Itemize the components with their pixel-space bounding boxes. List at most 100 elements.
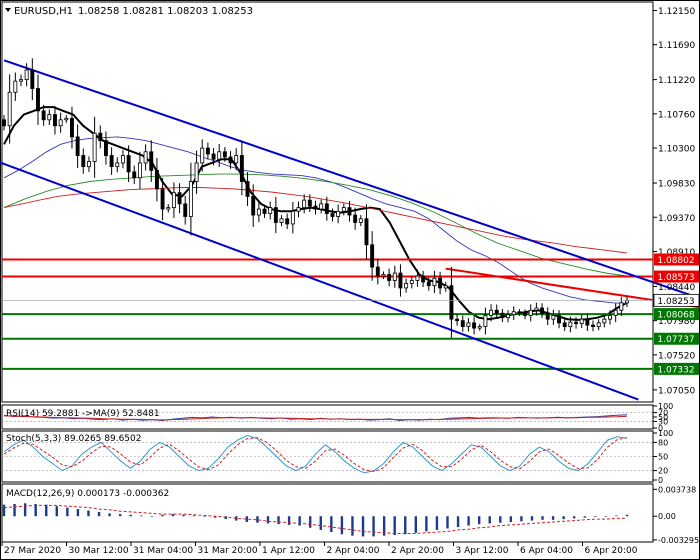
candle-body [364,218,369,246]
candle-body [625,300,629,304]
candle-body [24,69,29,81]
candle [211,148,216,166]
candle [183,195,188,225]
macd-histogram-bar [520,516,523,522]
candle [404,278,409,293]
rsi-tick-label: 100 [658,402,673,411]
stoch-main-line [3,434,628,474]
candle-body [392,272,397,281]
candle [460,315,465,332]
candle-body [30,69,35,89]
resistance-level-value: 1.08802 [657,256,694,266]
candle [268,201,273,220]
candle-body [381,274,386,277]
price-tick-label: 1.08910 [658,248,695,258]
macd-histogram-bar [2,504,6,517]
candle [528,304,533,322]
macd-histogram-bar [351,516,354,536]
macd-histogram-bar [446,516,449,529]
macd-histogram-bar [393,516,396,535]
candle [234,148,239,171]
candle [585,313,590,332]
price-tick-label: 1.10760 [658,110,695,120]
price-tick-label: 1.10300 [658,145,695,155]
candle [262,204,267,218]
macd-histogram-bar [361,516,365,537]
macd-histogram-bar [298,516,301,526]
candle-body [336,210,341,217]
candle [307,194,312,212]
macd-histogram-bar [404,516,407,535]
moving-average-slow [3,173,628,277]
candle [132,165,137,185]
candle-body [268,207,273,214]
candle-body [13,80,18,93]
macd-histogram-bar [45,504,48,517]
macd-tick-label: 0.00 [658,512,676,521]
candle-body [53,114,57,127]
candle [562,318,567,332]
candle [324,196,329,221]
candle-body [483,315,488,328]
candle [591,320,595,332]
rsi-title: RSI(14) 59.2881 ->MA(9) 52.8481 [6,409,160,419]
macd-histogram-bar [573,516,576,519]
candle [75,124,80,168]
candle [494,304,499,319]
price-tick-label: 1.08440 [658,283,695,293]
stoch-tick-label: 50 [658,453,668,462]
time-tick-label: 1 Apr 12:00 [262,546,315,556]
stoch-signal-line [3,437,628,473]
rsi-tick-label: 50 [658,413,668,422]
time-tick-label: 6 Apr 04:00 [520,546,573,556]
candle [279,215,284,227]
candle-body [205,147,210,155]
candle-body [398,272,403,289]
candle-body [194,162,199,182]
candle-body [602,318,607,324]
triangle-down-icon[interactable] [5,8,11,12]
candle [438,271,443,295]
candle [120,150,125,169]
candle [239,141,244,196]
candle [2,115,6,131]
channel-line[interactable] [3,59,700,304]
macd-histogram-bar [319,516,322,530]
support-level-tag [654,308,699,321]
support-level-value: 1.07737 [657,335,694,345]
candle [551,309,556,325]
candle [545,307,550,326]
macd-histogram-bar [625,514,629,517]
price-tick-label: 1.11690 [658,41,695,51]
candle-body [432,277,437,287]
candle [160,177,165,221]
candle [455,314,460,326]
macd-histogram-bar [456,516,460,528]
macd-histogram-bar [509,516,513,522]
channel-line[interactable] [0,156,639,401]
candle-body [341,207,346,212]
macd-pane[interactable] [1,483,654,543]
support-level-value: 1.07332 [657,365,694,375]
macd-histogram-bar [192,515,196,517]
candle [517,309,522,316]
stoch-tick-label: 20 [658,467,668,476]
candle [194,150,199,194]
macd-histogram-bar [34,504,37,517]
macd-tick-label: -0.003295 [658,536,699,545]
macd-histogram-bar [66,507,69,517]
candle-body [98,132,103,142]
price-pane[interactable] [1,1,654,403]
candle-body [273,207,278,223]
candle [285,213,290,230]
candle-body [568,321,573,328]
candle-body [81,155,86,168]
candle [409,275,414,289]
candle-body [426,281,431,287]
candle [92,116,97,178]
candle-body [86,161,91,168]
candle [109,147,114,175]
candle [443,281,448,292]
price-tick-label: 1.12150 [658,7,695,17]
